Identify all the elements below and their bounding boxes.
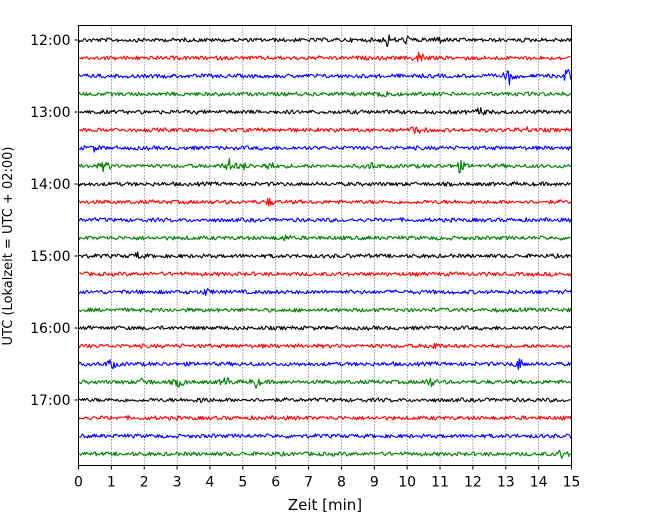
trace-1445 bbox=[77, 234, 572, 242]
x-tick-label: 1 bbox=[107, 475, 116, 491]
trace-1715 bbox=[78, 415, 573, 421]
trace-1730 bbox=[78, 433, 572, 439]
y-axis-ticks: 12:00 13:00 14:00 15:00 16:00 17:00 bbox=[30, 33, 79, 409]
trace-1615 bbox=[77, 342, 572, 350]
plot-frame bbox=[78, 25, 572, 466]
trace-1630 bbox=[77, 358, 572, 371]
x-tick-label: 11 bbox=[431, 475, 449, 491]
x-tick-label: 9 bbox=[370, 475, 379, 491]
x-axis-label: Zeit [min] bbox=[288, 496, 362, 514]
trace-1315 bbox=[78, 126, 572, 135]
x-tick-label: 6 bbox=[271, 475, 280, 491]
seismic-traces bbox=[77, 34, 573, 459]
trace-1545 bbox=[78, 307, 573, 313]
y-tick-label: 15:00 bbox=[30, 249, 70, 265]
x-tick-label: 8 bbox=[337, 475, 346, 491]
x-tick-label: 5 bbox=[238, 475, 247, 491]
trace-1515 bbox=[78, 271, 572, 277]
trace-1215 bbox=[78, 51, 572, 63]
x-tick-label: 7 bbox=[304, 475, 313, 491]
trace-1500 bbox=[78, 251, 572, 259]
trace-1400 bbox=[78, 181, 572, 187]
trace-1415 bbox=[78, 197, 572, 207]
x-tick-label: 10 bbox=[398, 475, 416, 491]
trace-1345 bbox=[78, 157, 572, 174]
x-tick-label: 4 bbox=[206, 475, 215, 491]
trace-1245 bbox=[78, 91, 572, 98]
x-tick-label: 2 bbox=[140, 475, 149, 491]
trace-1600 bbox=[78, 325, 572, 331]
trace-1530 bbox=[78, 288, 573, 296]
x-tick-label: 13 bbox=[497, 475, 515, 491]
y-tick-label: 13:00 bbox=[30, 105, 70, 121]
trace-1330 bbox=[78, 145, 572, 153]
x-axis-ticks: 0 1 2 3 4 5 6 7 8 9 10 11 12 13 14 15 bbox=[74, 465, 581, 491]
x-tick-label: 3 bbox=[173, 475, 182, 491]
y-tick-label: 14:00 bbox=[30, 177, 70, 193]
trace-1745 bbox=[78, 449, 572, 459]
y-axis-label: UTC (Lokalzeit = UTC + 02:00) bbox=[1, 147, 16, 346]
y-tick-label: 17:00 bbox=[30, 393, 70, 409]
trace-1700 bbox=[78, 397, 572, 404]
trace-1645 bbox=[78, 377, 572, 389]
x-tick-label: 14 bbox=[530, 475, 548, 491]
trace-1300 bbox=[78, 107, 572, 116]
x-tick-label: 15 bbox=[563, 475, 581, 491]
trace-1430 bbox=[78, 217, 573, 223]
y-tick-label: 12:00 bbox=[30, 33, 70, 49]
trace-1230 bbox=[78, 69, 573, 86]
vertical-gridlines bbox=[111, 25, 539, 466]
trace-1200 bbox=[77, 34, 572, 48]
x-tick-label: 12 bbox=[464, 475, 482, 491]
y-tick-label: 16:00 bbox=[30, 321, 70, 337]
x-tick-label: 0 bbox=[74, 475, 83, 491]
